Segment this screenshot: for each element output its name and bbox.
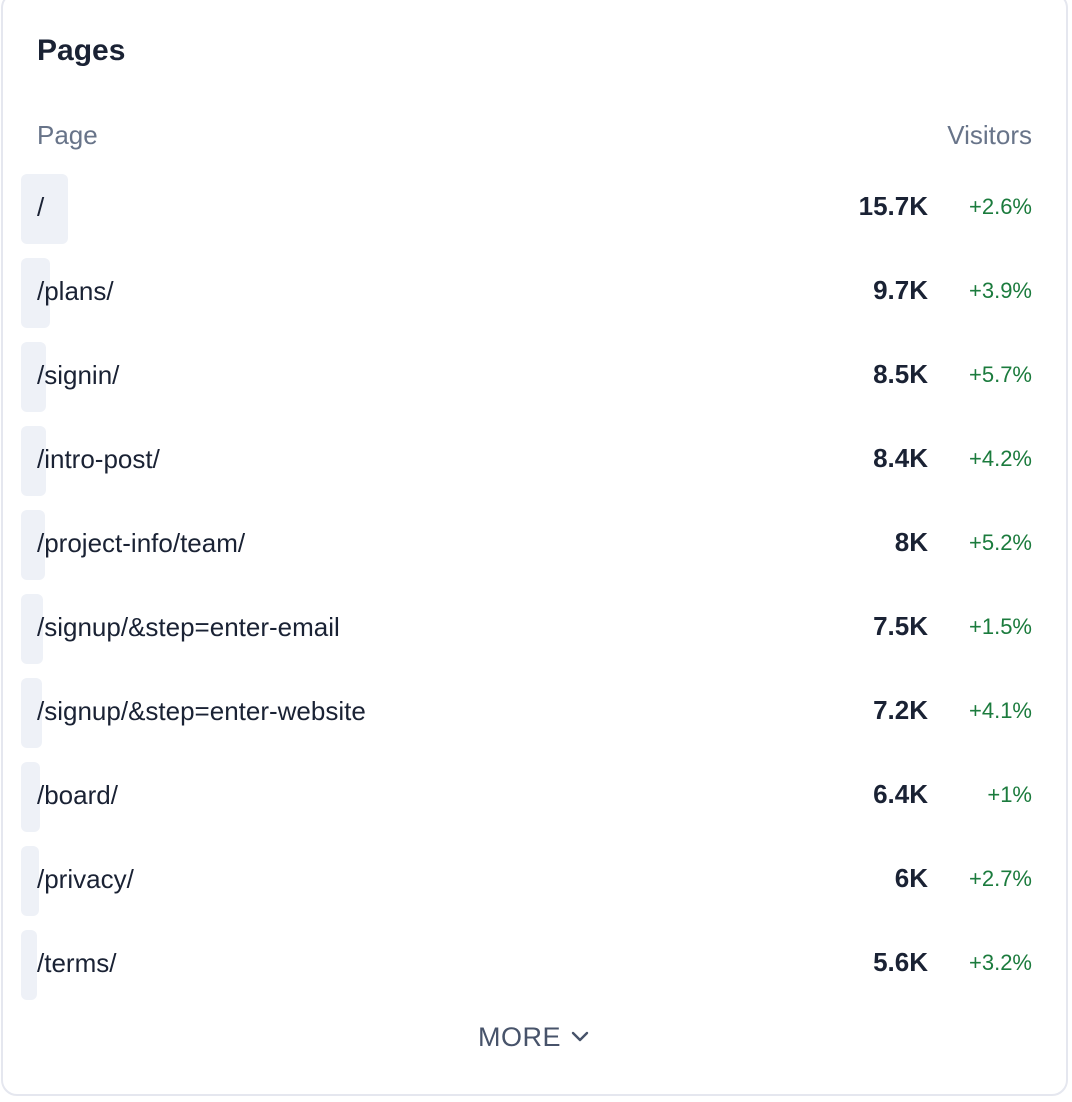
visitor-bar (21, 930, 37, 1000)
visitor-count: 6.4K (873, 779, 928, 809)
change-percent: +2.7% (969, 866, 1032, 891)
visitor-bar (21, 342, 46, 412)
visitor-count: 8.5K (873, 359, 928, 389)
table-row[interactable]: /plans/9.7K +3.9% (21, 258, 1032, 342)
table-row[interactable]: /intro-post/8.4K +4.2% (21, 426, 1032, 510)
visitor-count: 6K (894, 863, 928, 893)
more-button[interactable]: MORE (3, 1022, 1066, 1053)
change-percent: +5.7% (969, 362, 1032, 387)
change-percent: +1% (987, 782, 1032, 807)
page-path-link[interactable]: /signin/ (37, 360, 120, 390)
page-path-link[interactable]: /terms/ (37, 948, 117, 978)
visitor-bar (21, 258, 50, 328)
change-percent: +4.2% (969, 446, 1032, 471)
visitor-count: 5.6K (873, 947, 928, 977)
table-row[interactable]: / 15.7K +2.6% (21, 174, 1032, 258)
page-path-link[interactable]: /plans/ (37, 276, 114, 306)
change-percent: +4.1% (969, 698, 1032, 723)
visitor-count: 8K (894, 527, 928, 557)
visitor-count: 9.7K (873, 275, 928, 305)
page-path-link[interactable]: / (37, 192, 45, 222)
column-header-visitors[interactable]: Visitors (947, 120, 1032, 150)
table-row[interactable]: /signup/&step=enter-website 7.2K +4.1% (21, 678, 1032, 762)
page-path-link[interactable]: /project-info/team/ (37, 528, 246, 558)
page-path-link[interactable]: /intro-post/ (37, 444, 160, 474)
visitor-bar (21, 678, 42, 748)
visitor-bar (21, 174, 68, 244)
table-row[interactable]: /signup/&step=enter-email 7.5K +1.5% (21, 594, 1032, 678)
table-row[interactable]: /privacy/6K +2.7% (21, 846, 1032, 930)
visitor-bar (21, 510, 45, 580)
pages-list: / 15.7K +2.6% /plans/9.7K +3.9% /signin/8.5K +… (21, 174, 1032, 1014)
page-path-link[interactable]: /privacy/ (37, 864, 134, 894)
page-path-link[interactable]: /signup/&step=enter-website (37, 696, 366, 726)
visitor-count: 15.7K (858, 191, 928, 221)
chevron-down-icon (569, 1020, 591, 1051)
visitor-bar (21, 426, 46, 496)
visitor-count: 7.2K (873, 695, 928, 725)
change-percent: +1.5% (969, 614, 1032, 639)
table-row[interactable]: /board/6.4K +1% (21, 762, 1032, 846)
visitor-count: 7.5K (873, 611, 928, 641)
visitor-bar (21, 594, 43, 664)
more-label: MORE (478, 1022, 561, 1052)
visitor-bar (21, 846, 39, 916)
table-row[interactable]: /signin/8.5K +5.7% (21, 342, 1032, 426)
column-header-page: Page (37, 120, 98, 150)
change-percent: +3.2% (969, 950, 1032, 975)
page-path-link[interactable]: /board/ (37, 780, 118, 810)
visitor-count: 8.4K (873, 443, 928, 473)
table-row[interactable]: /project-info/team/8K +5.2% (21, 510, 1032, 594)
table-row[interactable]: /terms/5.6K +3.2% (21, 930, 1032, 1014)
change-percent: +2.6% (969, 194, 1032, 219)
visitor-bar (21, 762, 40, 832)
table-header: Page Visitors (37, 120, 1032, 156)
card-title: Pages (37, 34, 126, 67)
page-path-link[interactable]: /signup/&step=enter-email (37, 612, 340, 642)
change-percent: +3.9% (969, 278, 1032, 303)
change-percent: +5.2% (969, 530, 1032, 555)
